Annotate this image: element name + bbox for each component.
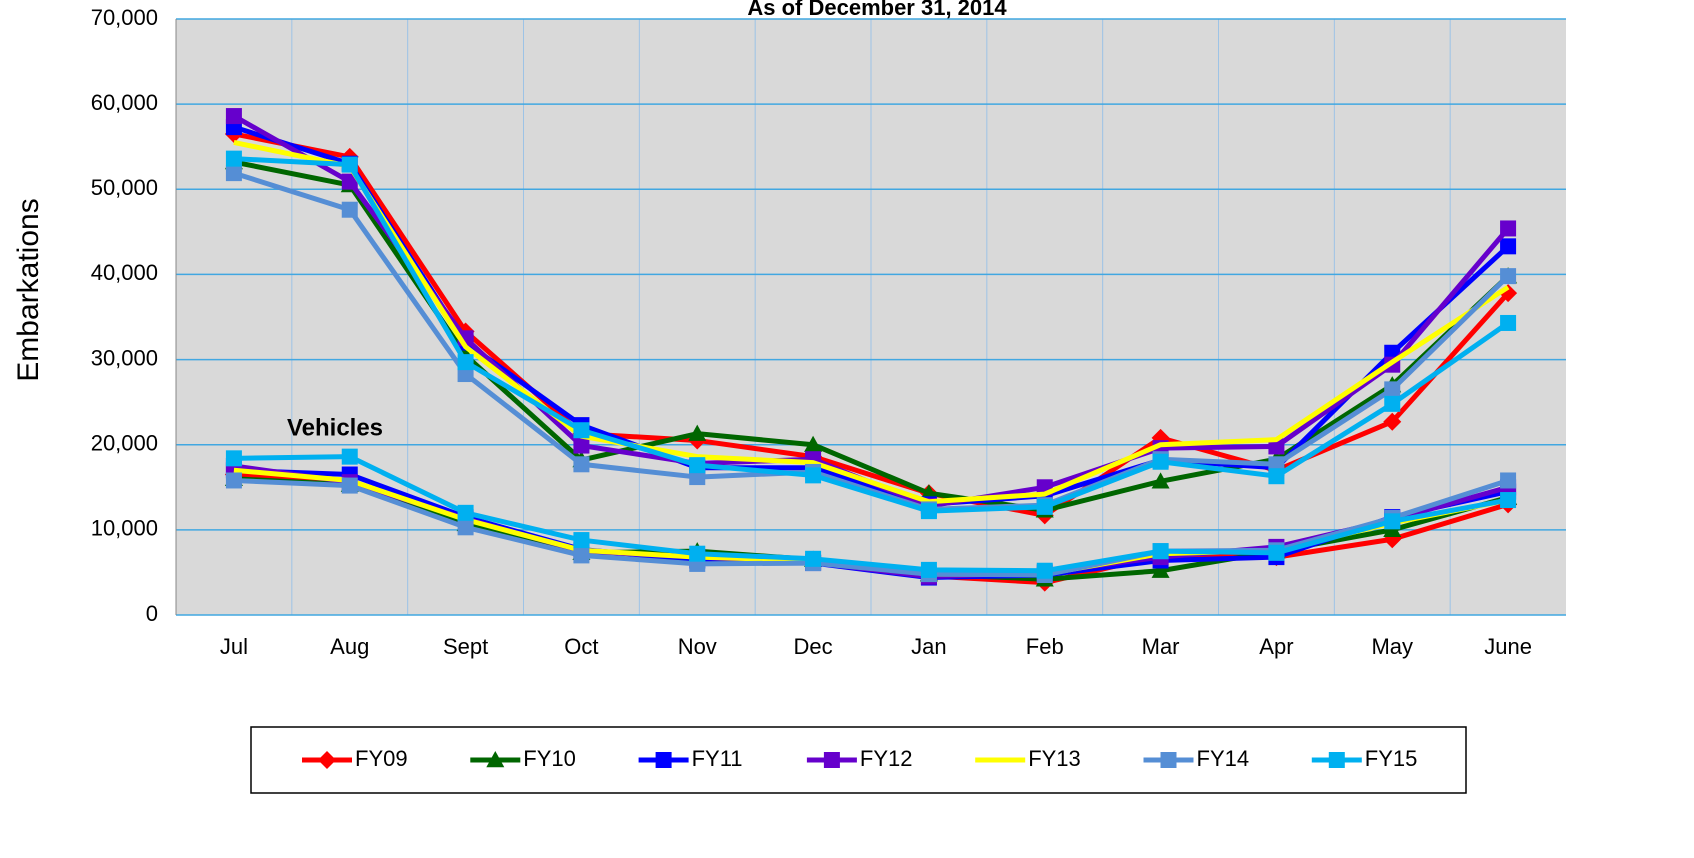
data-point [457,354,474,371]
x-tick-label: Jan [911,634,946,659]
data-point [1036,562,1053,579]
legend-label: FY12 [860,746,913,771]
y-tick-label: 50,000 [91,175,158,200]
data-point [1384,513,1401,530]
data-point [225,150,242,167]
legend-label: FY14 [1197,746,1250,771]
data-point [573,532,590,549]
y-tick-label: 10,000 [91,516,158,541]
x-tick-label: Dec [794,634,833,659]
x-tick-label: Sept [443,634,488,659]
data-point [920,503,937,520]
y-tick-label: 20,000 [91,431,158,456]
y-axis-label: Embarkations [12,198,45,381]
legend-marker [655,752,672,768]
data-point [225,108,242,125]
chart-title: As of December 31, 2014 [747,0,1007,20]
legend-marker [1328,752,1345,768]
data-point [573,547,590,564]
x-tick-label: Aug [330,634,369,659]
data-point [1384,395,1401,412]
legend-marker [823,752,840,768]
data-point [573,422,590,439]
x-tick-label: May [1371,634,1413,659]
data-point [573,437,590,454]
series-line [233,140,1510,505]
data-point [1383,412,1402,431]
legend-label: FY11 [692,746,743,771]
y-tick-label: 40,000 [91,260,158,285]
x-tick-label: Apr [1259,634,1293,659]
data-point [225,165,242,182]
data-point [1500,314,1517,331]
data-point [1151,472,1170,489]
data-point [1500,472,1517,489]
legend-marker [318,751,336,769]
data-point [1152,543,1169,560]
data-point [688,424,707,441]
data-point [457,519,474,536]
data-point [341,156,358,173]
x-tick-label: Nov [678,634,717,659]
data-point [804,435,823,452]
y-tick-label: 70,000 [91,5,158,30]
legend-marker [1160,752,1177,768]
data-point [805,550,822,567]
y-tick-label: 0 [146,601,158,626]
legend [250,726,1467,794]
data-point [1151,561,1170,578]
x-tick-label: Oct [564,634,598,659]
x-tick-label: Feb [1026,634,1064,659]
y-tick-label: 30,000 [91,345,158,370]
data-point [573,456,590,473]
data-point [805,467,822,484]
series-line [233,477,1509,578]
x-tick-label: Mar [1142,634,1180,659]
data-point [1036,498,1053,515]
series-line [233,454,1509,574]
data-point [341,173,358,190]
data-point [689,545,706,562]
data-point [1500,238,1517,255]
x-tick-label: June [1484,634,1532,659]
data-point [1384,381,1401,398]
data-point [1500,220,1517,237]
legend-label: FY10 [523,746,576,771]
data-point [920,561,937,578]
data-point [1268,468,1285,485]
legend-marker [486,751,505,768]
data-point [1152,453,1169,470]
x-tick-label: Jul [220,634,248,659]
data-point [341,477,358,494]
legend-label: FY15 [1365,746,1418,771]
y-tick-label: 60,000 [91,90,158,115]
data-point [1268,438,1285,455]
data-point [225,472,242,489]
data-point [457,504,474,521]
legend-label: FY09 [355,746,408,771]
data-point [341,448,358,465]
data-point [341,201,358,218]
legend-label: FY13 [1028,746,1081,771]
data-point [1500,268,1517,285]
annotation: Vehicles [287,414,383,441]
data-point [225,450,242,467]
data-point [689,457,706,474]
series-line [233,156,1510,514]
data-point [1268,544,1285,561]
data-point [1500,492,1517,509]
